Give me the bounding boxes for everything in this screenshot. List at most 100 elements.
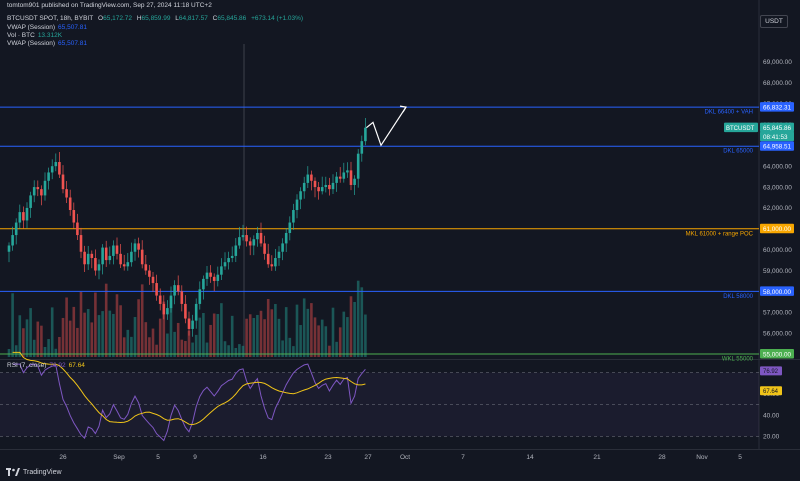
volume-bar [338,327,342,357]
volume-bar [29,308,32,357]
currency-button[interactable]: USDT [760,15,788,28]
volume-bar [259,310,263,357]
candle-body [40,189,43,196]
candle-body [346,170,349,173]
rsi-line [12,363,366,442]
volume-bar [205,342,209,357]
volume-bar [61,317,65,357]
volume-bar [324,326,328,357]
price-axis-tag [760,141,794,151]
candle-body [58,162,61,175]
volume-bar [155,344,158,357]
footer: TradingView [6,468,62,476]
indicator-name: VWAP (Session) [7,40,56,47]
time-tick-label: Nov [696,454,708,461]
footer-brand[interactable]: TradingView [23,468,62,476]
candle-body [7,245,11,252]
price-axis-tag [760,349,794,359]
volume-bar [36,321,40,357]
volume-bar [270,309,274,357]
time-tick-label: 21 [593,454,601,461]
price-axis-tag [760,122,794,133]
price-axis-tag-label: 64,958.51 [763,144,792,151]
volume-bar [281,340,284,357]
candle-body [364,127,367,142]
rsi-legend[interactable]: RSI (7, close) 76.92 67.64 [7,362,88,370]
candle-body [65,189,68,198]
candle-body [209,272,212,277]
candle-body [263,243,266,254]
volume-bar [166,333,169,357]
candle-body [119,253,122,265]
candle-body [50,166,54,173]
candle-body [212,276,216,281]
volume-bar [54,348,58,357]
indicator-volume[interactable]: Vol · BTC 13.312K [7,32,65,40]
candle-body [328,184,331,190]
time-tick-label: 16 [259,454,267,461]
indicator-value: 13.312K [37,32,63,39]
candle-body [238,237,241,246]
volume-bar [356,280,360,357]
candle-body [101,247,104,265]
volume-bar [148,337,151,357]
candle-body [259,232,263,244]
rsi-axis-tag [760,386,782,396]
indicator-value: 65,507.81 [58,40,87,47]
volume-bar [263,319,266,357]
indicator-vwap-1[interactable]: VWAP (Session) 65,507.81 [7,24,90,32]
volume-bar [198,317,202,357]
indicator-vwap-2[interactable]: VWAP (Session) 65,507.81 [7,40,90,48]
volume-bar [68,320,72,357]
volume-bar [72,306,76,357]
candle-body [216,274,220,281]
volume-bar [353,301,356,357]
candle-body [187,318,191,329]
candle-body [29,195,32,208]
candle-body [108,255,112,261]
volume-bar [94,292,97,357]
price-tick-label: 56,000.00 [763,330,792,337]
rsi-tick-label: 20.00 [763,434,780,441]
volume-bar [313,317,317,357]
candle-body [18,212,22,223]
tradingview-logo-icon [6,468,20,476]
candle-body [86,253,90,265]
volume-bar [360,287,364,357]
volume-bar [277,318,281,357]
ohlc-change: +673.14 (+1.03%) [251,15,304,22]
volume-bar [43,346,47,357]
volume-bar [209,324,212,357]
symbol-name[interactable]: BTCUSDT SPOT, 18h, BYBIT [7,15,94,22]
volume-bar [238,344,241,357]
volume-bar [133,317,137,357]
volume-bar [346,317,349,357]
volume-bar [90,322,94,357]
volume-bar [50,307,54,357]
price-tick-label: 69,000.00 [763,59,792,66]
volume-bar [295,304,299,357]
candle-body [270,264,274,267]
candle-body [191,320,194,329]
volume-bar [234,347,238,357]
volume-bar [310,303,313,357]
candle-body [184,303,187,319]
volume-bar [76,327,79,357]
candle-body [198,289,202,304]
price-axis-tag-label: 58,000.00 [763,289,792,296]
price-tick-label: 60,000.00 [763,247,792,254]
volume-bar [187,330,191,357]
volume-bar [223,341,227,357]
price-axis-tag [760,286,794,296]
candle-body [353,178,356,185]
time-tick-label: 5 [738,454,742,461]
rsi-axis-tag-label: 76.92 [763,369,779,375]
volume-bar [364,314,367,357]
volume-bar [220,303,223,357]
volume-bar [252,317,256,357]
candle-body [230,255,234,259]
volume-bar [158,318,162,357]
candle-body [241,235,245,238]
candle-body [317,187,320,192]
